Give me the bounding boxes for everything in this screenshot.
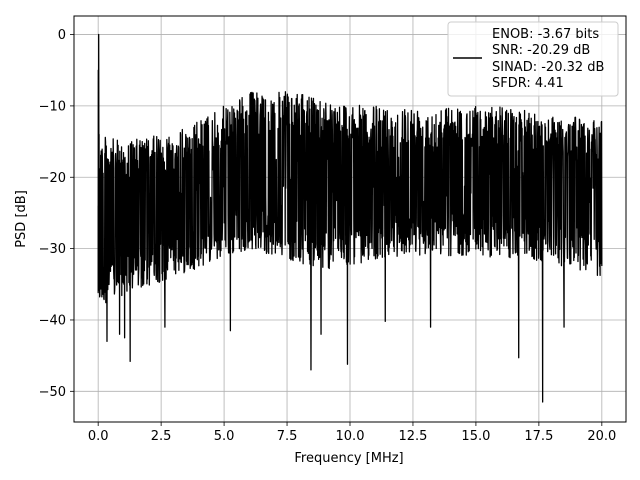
legend: ENOB: -3.67 bits SNR: -20.29 dB SINAD: -…	[447, 21, 619, 97]
y-tick-label: −40	[39, 313, 66, 328]
x-tick-label: 12.5	[398, 429, 427, 444]
y-tick-label: −50	[39, 385, 66, 400]
legend-line-enob: ENOB: -3.67 bits	[492, 27, 599, 42]
x-tick-label: 7.5	[277, 429, 298, 444]
y-axis-ticks: 0 −10 −20 −30 −40 −50	[39, 28, 74, 400]
y-tick-label: 0	[58, 28, 66, 43]
y-tick-label: −20	[39, 171, 66, 186]
y-axis-label: PSD [dB]	[14, 190, 29, 248]
legend-line-sinad: SINAD: -20.32 dB	[492, 60, 604, 75]
legend-box	[447, 21, 619, 97]
x-tick-label: 20.0	[587, 429, 616, 444]
psd-series-line	[97, 33, 603, 403]
x-axis-label: Frequency [MHz]	[294, 451, 403, 466]
x-tick-label: 10.0	[336, 429, 365, 444]
legend-line-sfdr: SFDR: 4.41	[492, 76, 564, 91]
x-tick-label: 2.5	[151, 429, 172, 444]
x-tick-label: 17.5	[524, 429, 553, 444]
x-tick-label: 0.0	[88, 429, 109, 444]
y-tick-label: −10	[39, 99, 66, 114]
plot-area	[97, 33, 603, 403]
x-tick-label: 5.0	[214, 429, 235, 444]
x-axis-ticks: 0.0 2.5 5.0 7.5 10.0 12.5 15.0 17.5 20.0	[88, 422, 616, 444]
x-tick-label: 15.0	[461, 429, 490, 444]
y-tick-label: −30	[39, 242, 66, 257]
legend-line-snr: SNR: -20.29 dB	[492, 43, 590, 58]
